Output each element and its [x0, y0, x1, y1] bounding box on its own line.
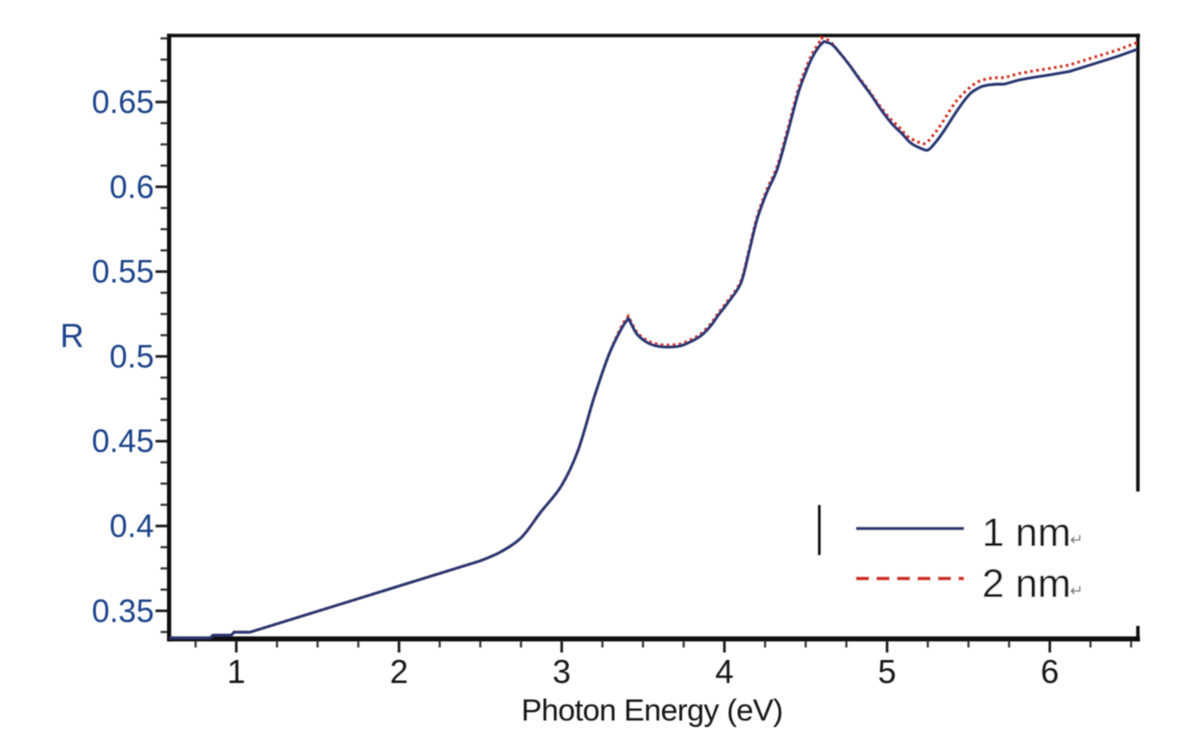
svg-text:2 nm: 2 nm	[982, 562, 1071, 606]
svg-text:4: 4	[715, 653, 733, 690]
svg-text:↵: ↵	[1070, 532, 1083, 549]
svg-text:R: R	[60, 317, 84, 354]
svg-text:0.65: 0.65	[92, 84, 154, 120]
svg-text:0.4: 0.4	[110, 508, 154, 544]
svg-text:0.55: 0.55	[92, 254, 154, 290]
svg-text:2: 2	[390, 653, 408, 690]
svg-text:Photon Energy (eV): Photon Energy (eV)	[521, 693, 782, 728]
svg-text:0.5: 0.5	[110, 338, 154, 374]
svg-text:0.35: 0.35	[92, 593, 154, 629]
svg-text:5: 5	[878, 653, 896, 690]
svg-text:3: 3	[553, 653, 571, 690]
svg-text:0.45: 0.45	[92, 423, 154, 459]
svg-text:6: 6	[1041, 653, 1059, 690]
svg-text:1 nm: 1 nm	[982, 511, 1071, 555]
svg-text:↵: ↵	[1070, 583, 1083, 600]
svg-text:0.6: 0.6	[110, 169, 154, 205]
svg-text:1: 1	[227, 653, 245, 690]
